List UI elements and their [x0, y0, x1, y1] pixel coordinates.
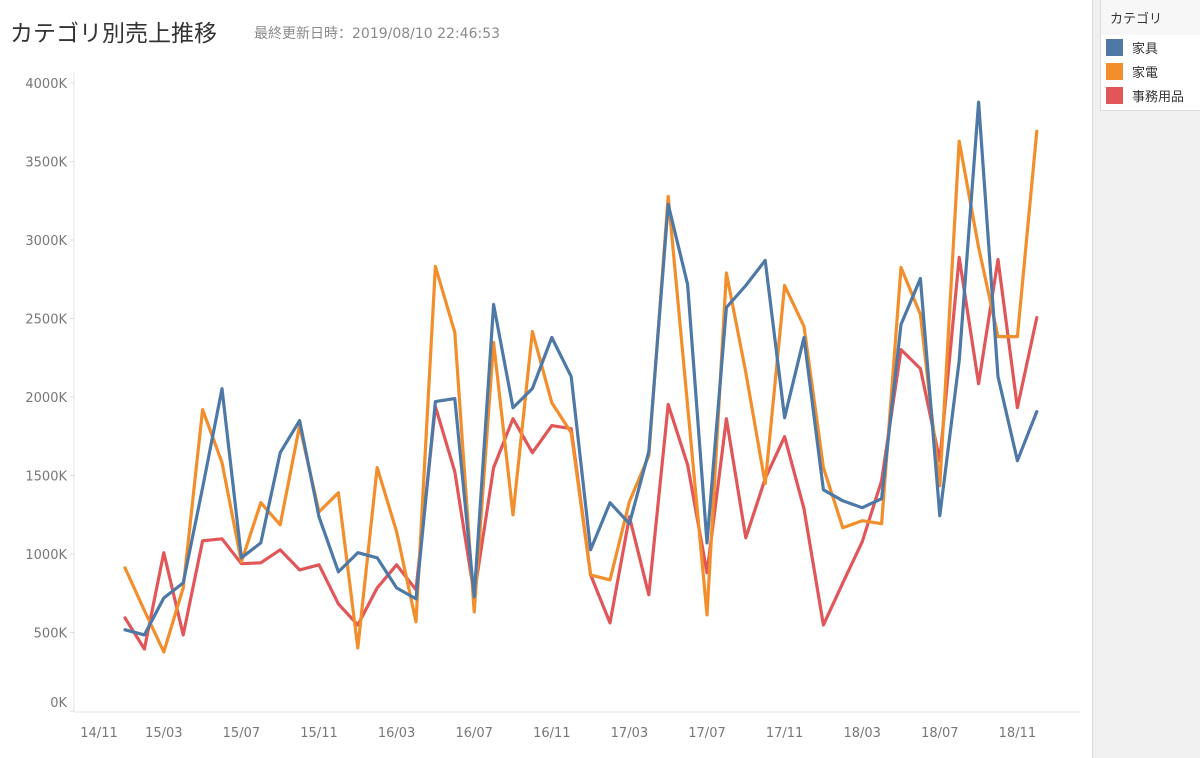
series-lines [123, 100, 1039, 654]
legend-label: 事務用品 [1132, 89, 1185, 105]
y-tick-label: 3500K [25, 156, 67, 171]
legend-label: 家具 [1132, 41, 1159, 57]
x-axis-ticks: 14/11 15/03 15/07 15/11 16/03 16/07 16/11 17/03… [80, 726, 1036, 741]
legend-swatch [1106, 38, 1123, 56]
x-tick-label: 15/03 [145, 726, 182, 741]
x-tick-label: 14/11 [80, 726, 117, 741]
x-tick-label: 17/07 [688, 726, 725, 741]
legend-item-appliances[interactable]: 家電 [1101, 59, 1200, 83]
line-chart: 0K 500K 1000K 1500K 2000K 2500K 3000K 3500K 4000… [25, 72, 1080, 741]
y-tick-label: 4000K [25, 77, 67, 92]
series-line-1[interactable] [123, 129, 1039, 654]
y-tick-label: 500K [34, 627, 68, 642]
legend-label: 家電 [1132, 65, 1159, 81]
side-panel [1092, 0, 1200, 758]
y-tick-label: 2000K [25, 391, 67, 406]
legend: カテゴリ 家具 家電 事務用品 [1100, 0, 1200, 111]
y-tick-label: 2500K [25, 313, 67, 328]
y-tick-label: 0K [50, 696, 67, 711]
x-tick-label: 18/03 [843, 726, 880, 741]
last-updated: 最終更新日時：2019/08/10 22:46:53 [254, 26, 501, 42]
legend-item-office-supplies[interactable]: 事務用品 [1101, 83, 1200, 107]
x-tick-label: 17/03 [611, 726, 648, 741]
legend-item-furniture[interactable]: 家具 [1101, 35, 1200, 59]
y-tick-label: 1000K [25, 548, 67, 563]
x-tick-label: 16/07 [455, 726, 492, 741]
series-line-0[interactable] [123, 100, 1039, 637]
legend-title: カテゴリ [1101, 0, 1200, 35]
legend-swatch [1106, 62, 1123, 80]
y-tick-label: 1500K [25, 470, 67, 485]
page-title: カテゴリ別売上推移 [10, 21, 217, 47]
x-tick-label: 18/11 [999, 726, 1036, 741]
x-tick-label: 16/03 [378, 726, 415, 741]
x-tick-label: 18/07 [921, 726, 958, 741]
x-tick-label: 15/11 [300, 726, 337, 741]
x-tick-label: 16/11 [533, 726, 570, 741]
x-tick-label: 17/11 [766, 726, 803, 741]
legend-swatch [1106, 86, 1123, 104]
y-axis-ticks: 0K 500K 1000K 1500K 2000K 2500K 3000K 3500K 4000… [25, 77, 74, 712]
y-tick-label: 3000K [25, 234, 67, 249]
x-tick-label: 15/07 [223, 726, 260, 741]
